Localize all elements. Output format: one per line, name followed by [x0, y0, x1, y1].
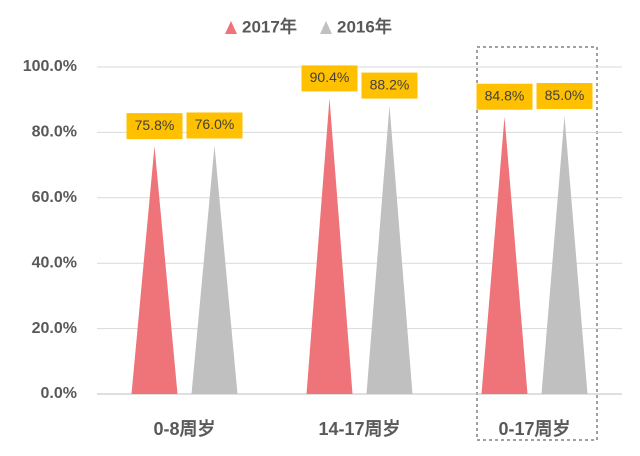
x-tick-label: 0-8周岁 — [153, 418, 215, 439]
y-tick-label: 40.0% — [32, 254, 77, 271]
value-label-bg — [361, 72, 418, 99]
value-label: 88.2% — [370, 76, 410, 92]
legend-marker — [225, 21, 237, 34]
value-label: 85.0% — [545, 87, 585, 103]
legend-label: 2017年 — [242, 16, 297, 36]
value-label: 76.0% — [195, 116, 235, 132]
highlight-box — [476, 46, 598, 441]
bar — [481, 116, 528, 394]
x-tick-label: 14-17周岁 — [318, 418, 400, 439]
value-label-bg — [301, 65, 358, 92]
value-label: 75.8% — [135, 117, 175, 133]
y-tick-label: 100.0% — [23, 58, 77, 75]
y-tick-label: 20.0% — [32, 320, 77, 337]
bar — [131, 146, 178, 394]
value-label: 84.8% — [485, 87, 525, 103]
bar — [306, 98, 353, 394]
value-label: 90.4% — [310, 69, 350, 85]
bar — [191, 145, 238, 394]
y-tick-label: 0.0% — [41, 385, 77, 402]
y-tick-label: 80.0% — [32, 124, 77, 141]
bar — [366, 105, 413, 394]
legend-label: 2016年 — [337, 16, 392, 36]
x-tick-label: 0-17周岁 — [498, 418, 570, 439]
value-label-bg — [126, 113, 183, 140]
value-label-bg — [476, 83, 533, 110]
value-label-bg — [186, 112, 243, 139]
value-label-bg — [536, 83, 593, 110]
y-tick-label: 60.0% — [32, 189, 77, 206]
bar — [541, 116, 588, 395]
legend-marker — [320, 21, 332, 34]
